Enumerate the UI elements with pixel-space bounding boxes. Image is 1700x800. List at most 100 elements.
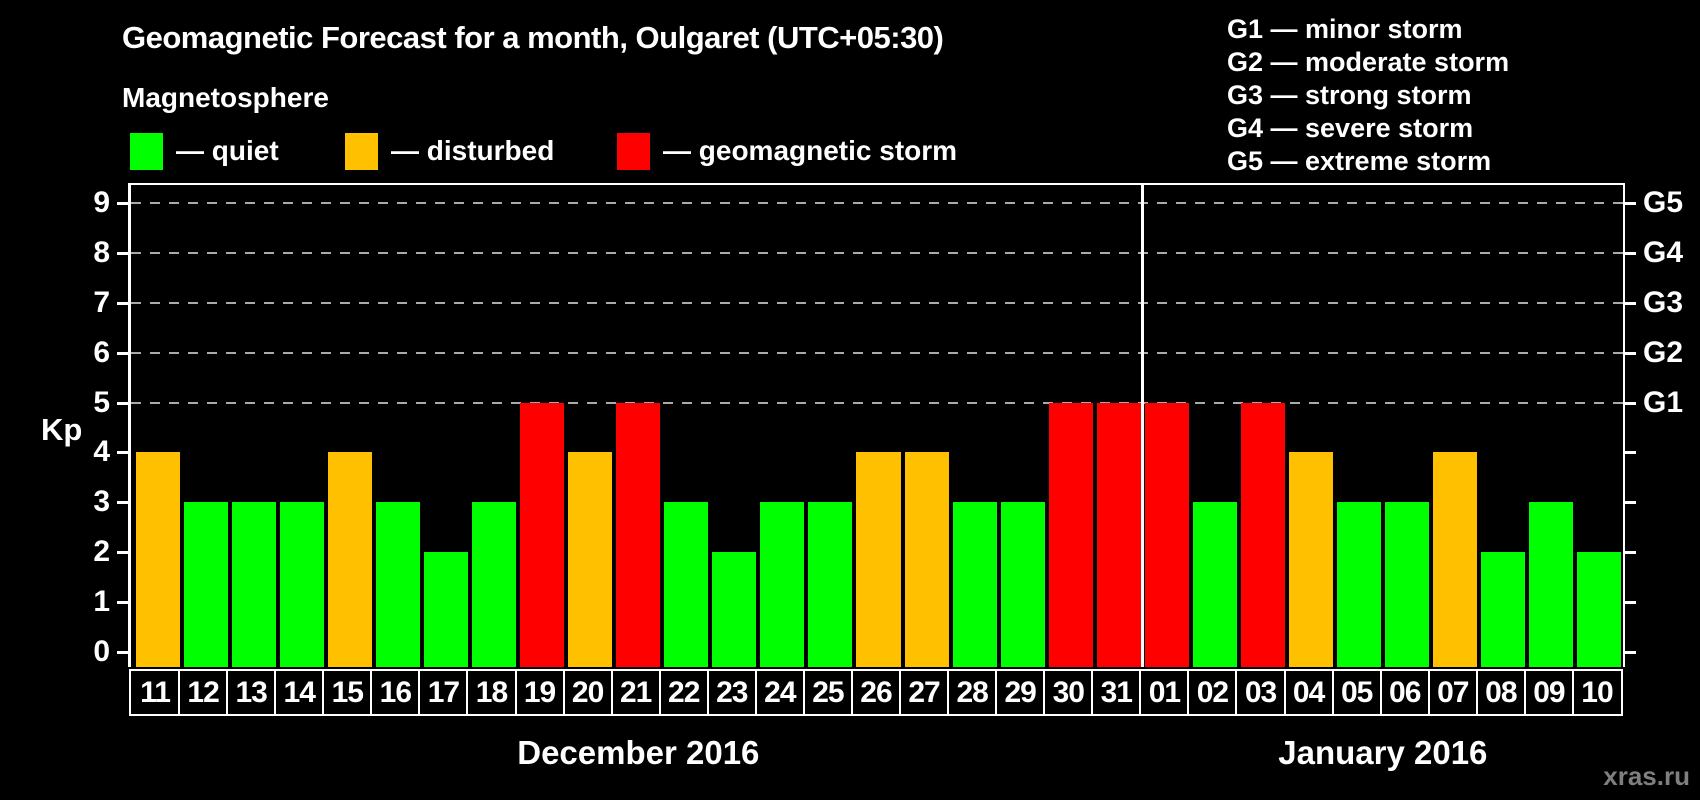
day-axis-row: 11 12 13 14 15 16 17 18 19 20 21 22 23 24 25 26 27 28 29 30… bbox=[129, 669, 1623, 716]
day-label-december-21: 21 bbox=[619, 676, 652, 709]
y-tick-label-6: 6 bbox=[93, 335, 110, 369]
gridline-kp5 bbox=[131, 401, 1623, 404]
g-legend-g1: G1 — minor storm bbox=[1227, 14, 1463, 44]
day-cell-divider bbox=[466, 671, 469, 714]
y-tick-label-5: 5 bbox=[93, 385, 110, 419]
left-axis-tick-5 bbox=[117, 401, 128, 405]
kp-bar-december-21 bbox=[616, 402, 661, 667]
day-label-december-22: 22 bbox=[668, 676, 700, 709]
y-tick-label-0: 0 bbox=[93, 635, 110, 668]
quiet-color-swatch bbox=[130, 132, 163, 170]
y-axis-label: Kp bbox=[41, 412, 83, 447]
right-axis-tick-9 bbox=[1625, 202, 1636, 205]
kp-bar-december-13 bbox=[232, 502, 277, 667]
day-cell-divider bbox=[1043, 671, 1046, 714]
kp-bar-december-25 bbox=[808, 502, 853, 667]
day-label-december-16: 16 bbox=[379, 676, 412, 709]
kp-bar-december-17 bbox=[424, 552, 469, 667]
day-label-december-27: 27 bbox=[908, 676, 940, 709]
kp-bar-january-08 bbox=[1480, 552, 1525, 667]
day-cell-divider bbox=[1475, 671, 1478, 714]
kp-bar-december-29 bbox=[1000, 502, 1045, 667]
kp-bar-january-01 bbox=[1144, 402, 1189, 667]
day-label-january-10: 10 bbox=[1581, 676, 1613, 709]
day-label-december-31: 31 bbox=[1100, 676, 1133, 709]
day-label-january-06: 06 bbox=[1389, 676, 1421, 709]
y-tick-label-1: 1 bbox=[93, 585, 110, 619]
g-tick-label-g3: G3 bbox=[1643, 285, 1684, 319]
right-axis-tick-6 bbox=[1625, 351, 1636, 355]
day-cell-divider bbox=[1283, 671, 1286, 714]
day-cell-divider bbox=[370, 671, 373, 714]
g-legend-g4: G4 — severe storm bbox=[1227, 113, 1474, 143]
day-cell-divider bbox=[1571, 671, 1574, 714]
left-axis-tick-2 bbox=[117, 551, 128, 555]
left-axis-tick-6 bbox=[117, 351, 128, 355]
day-label-january-05: 05 bbox=[1340, 676, 1373, 709]
day-cell-divider bbox=[1379, 671, 1382, 714]
day-label-january-09: 09 bbox=[1533, 676, 1565, 709]
day-cell-divider bbox=[562, 671, 565, 714]
kp-bar-december-23 bbox=[712, 552, 757, 667]
day-label-december-11: 11 bbox=[140, 676, 171, 709]
left-axis-tick-7 bbox=[117, 301, 128, 305]
kp-bar-december-15 bbox=[328, 452, 373, 667]
right-axis-tick-5 bbox=[1625, 401, 1636, 405]
kp-bar-december-27 bbox=[904, 452, 949, 667]
kp-bar-january-09 bbox=[1528, 502, 1573, 667]
kp-bar-december-22 bbox=[664, 502, 709, 667]
day-cell-divider bbox=[850, 671, 853, 714]
kp-bar-december-16 bbox=[376, 502, 421, 667]
day-label-december-23: 23 bbox=[716, 676, 748, 709]
kp-bar-january-10 bbox=[1576, 552, 1621, 667]
kp-bar-december-11 bbox=[136, 452, 181, 667]
day-label-december-24: 24 bbox=[764, 676, 796, 709]
right-axis-tick-7 bbox=[1625, 301, 1636, 305]
storm-legend-label: — geomagnetic storm bbox=[663, 135, 958, 166]
right-axis-tick-0 bbox=[1625, 651, 1636, 654]
month-label-december-2016: December 2016 bbox=[517, 734, 760, 771]
left-axis-tick-4 bbox=[117, 451, 128, 455]
day-label-december-18: 18 bbox=[475, 676, 508, 709]
day-label-december-19: 19 bbox=[523, 676, 556, 709]
kp-bar-january-07 bbox=[1432, 452, 1477, 667]
kp-bar-december-26 bbox=[856, 452, 901, 667]
gridline-kp6 bbox=[131, 351, 1623, 354]
chart-title: Geomagnetic Forecast for a month, Oulgar… bbox=[122, 20, 944, 55]
day-cell-divider bbox=[754, 671, 757, 714]
g-scale-legend: G1 — minor storm G2 — moderate storm G3 — … bbox=[1227, 13, 1509, 178]
left-axis-tick-1 bbox=[117, 601, 128, 605]
day-cell-divider bbox=[610, 671, 613, 714]
day-label-december-15: 15 bbox=[331, 676, 364, 709]
day-cell-divider bbox=[514, 671, 517, 714]
day-cell-divider bbox=[1187, 671, 1190, 714]
g-tick-label-g1: G1 bbox=[1643, 385, 1684, 419]
day-label-december-29: 29 bbox=[1004, 676, 1037, 709]
day-cell-divider bbox=[418, 671, 421, 714]
day-label-january-03: 03 bbox=[1244, 676, 1277, 709]
day-cell-divider bbox=[1235, 671, 1238, 714]
right-axis-tick-3 bbox=[1625, 501, 1636, 505]
legend-item-disturbed: — disturbed bbox=[345, 132, 554, 170]
day-cell-divider bbox=[322, 671, 325, 714]
kp-bar-december-14 bbox=[280, 502, 325, 667]
month-separator-line bbox=[1140, 185, 1144, 667]
day-cell-divider bbox=[706, 671, 709, 714]
day-label-december-30: 30 bbox=[1052, 676, 1085, 709]
storm-color-swatch bbox=[617, 132, 650, 170]
legend-item-storm: — geomagnetic storm bbox=[617, 132, 957, 170]
day-cell-divider bbox=[1091, 671, 1094, 714]
g-legend-g3: G3 — strong storm bbox=[1227, 80, 1472, 110]
day-cell-divider bbox=[274, 671, 277, 714]
day-cell-divider bbox=[995, 671, 998, 714]
day-label-december-14: 14 bbox=[283, 676, 316, 709]
day-label-january-08: 08 bbox=[1485, 676, 1517, 709]
day-cell-divider bbox=[658, 671, 661, 714]
day-label-december-28: 28 bbox=[956, 676, 988, 709]
right-axis-tick-8 bbox=[1625, 251, 1636, 255]
disturbed-color-swatch bbox=[345, 132, 378, 170]
kp-bar-december-24 bbox=[760, 502, 805, 667]
kp-bar-december-30 bbox=[1048, 402, 1093, 667]
y-tick-label-9: 9 bbox=[93, 186, 110, 219]
